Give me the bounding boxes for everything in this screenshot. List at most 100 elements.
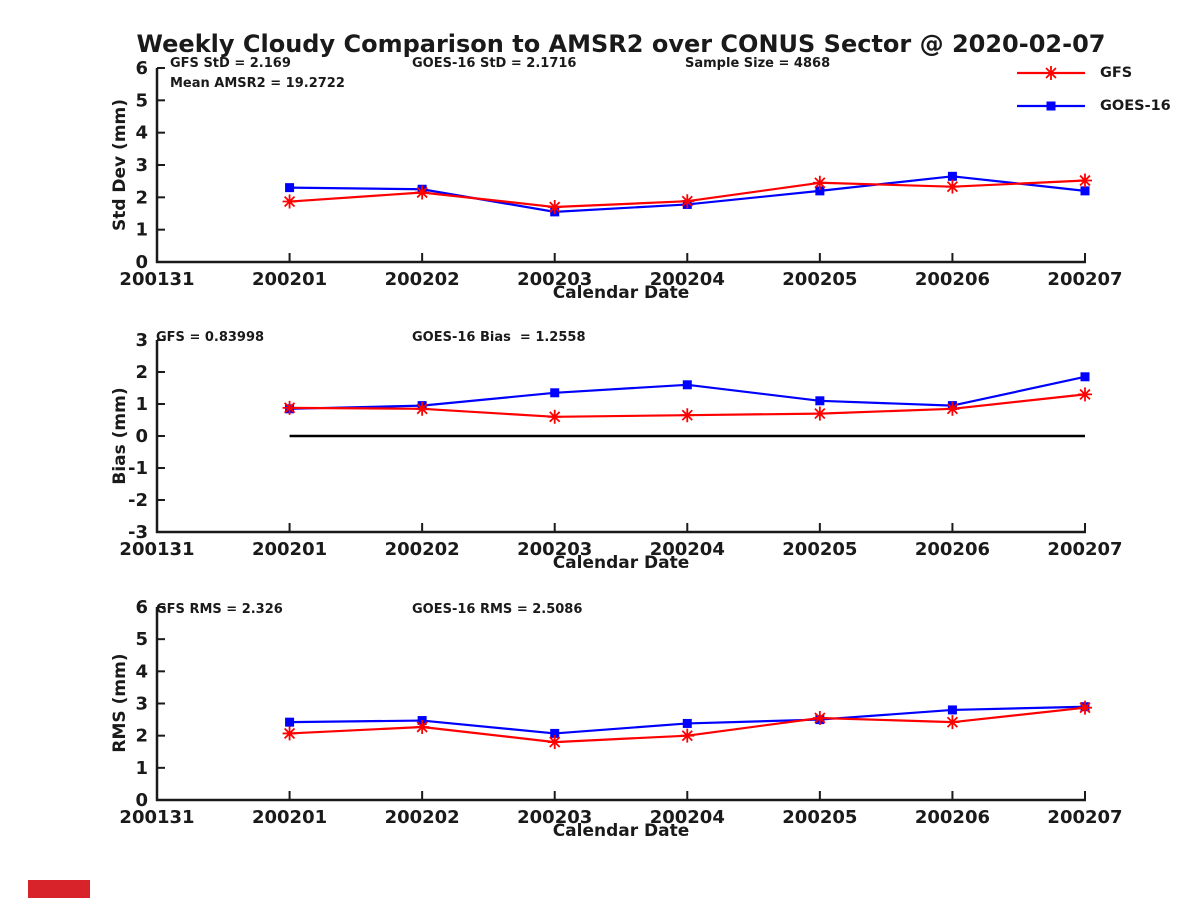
y-tick-label: -1	[128, 458, 148, 479]
x-axis-label-panel3: Calendar Date	[552, 821, 690, 841]
y-tick-label: 6	[135, 597, 148, 618]
asterisk-marker	[945, 715, 960, 730]
y-tick-label: 1	[135, 758, 148, 779]
y-tick-label: 2	[135, 362, 148, 383]
y-tick-label: 0	[135, 252, 148, 273]
y-tick-label: 1	[135, 394, 148, 415]
square-marker	[550, 388, 560, 398]
asterisk-marker	[812, 710, 827, 725]
asterisk-marker	[547, 735, 562, 750]
y-tick-label: 2	[135, 726, 148, 747]
square-marker	[1080, 186, 1090, 196]
y-tick-label: 3	[135, 155, 148, 176]
asterisk-marker	[415, 401, 430, 416]
square-marker	[682, 380, 692, 390]
asterisk-marker	[945, 179, 960, 194]
square-marker	[1046, 101, 1056, 111]
x-tick-label: 200205	[782, 539, 857, 560]
x-tick-label: 200206	[915, 269, 990, 290]
legend-entry-gfs: GFS	[1016, 65, 1132, 81]
x-tick-label: 200201	[252, 807, 327, 828]
y-axis-label-std-dev: Std Dev (mm)	[110, 98, 130, 232]
asterisk-marker	[547, 409, 562, 424]
asterisk-marker	[282, 194, 297, 209]
x-tick-label: 200202	[385, 269, 460, 290]
stat-gfs-bias: GFS = 0.83998	[156, 330, 265, 345]
x-tick-label: 200202	[385, 539, 460, 560]
y-tick-label: -2	[128, 490, 148, 511]
x-tick-label: 200131	[119, 807, 194, 828]
asterisk-marker	[680, 408, 695, 423]
stat-goes-bias: GOES-16 Bias = 1.2558	[412, 330, 586, 345]
x-tick-label: 200206	[915, 539, 990, 560]
legend-label-goes16: GOES-16	[1100, 98, 1171, 114]
stat-gfs-std: GFS StD = 2.169	[170, 56, 291, 71]
x-tick-label: 200207	[1047, 807, 1122, 828]
square-marker	[947, 705, 957, 715]
stat-goes-std: GOES-16 StD = 2.1716	[412, 56, 577, 71]
y-tick-label: 0	[135, 790, 148, 811]
x-tick-label: 200207	[1047, 539, 1122, 560]
square-marker	[550, 728, 560, 738]
legend-entry-goes16: GOES-16	[1016, 98, 1171, 114]
y-axis-label-bias: Bias (mm)	[110, 387, 130, 485]
y-tick-label: 5	[135, 629, 148, 650]
y-tick-label: 2	[135, 187, 148, 208]
gfs-line-asterisk-icon	[1017, 66, 1085, 80]
x-tick-label: 200201	[252, 269, 327, 290]
y-tick-label: 4	[135, 123, 148, 144]
asterisk-marker	[1044, 66, 1058, 80]
asterisk-marker	[282, 726, 297, 741]
red-watermark-box	[28, 880, 90, 898]
asterisk-marker	[945, 401, 960, 416]
asterisk-marker	[415, 719, 430, 734]
asterisk-marker	[415, 185, 430, 200]
x-tick-label: 200204	[650, 807, 725, 828]
x-axis-label-panel2: Calendar Date	[552, 553, 690, 573]
x-tick-label: 200203	[517, 539, 592, 560]
asterisk-marker	[1078, 700, 1092, 715]
y-tick-label: -3	[128, 522, 148, 543]
square-marker	[285, 183, 295, 193]
asterisk-marker	[812, 175, 827, 190]
asterisk-marker	[282, 400, 297, 415]
x-tick-label: 200205	[782, 807, 857, 828]
asterisk-marker	[1078, 173, 1092, 188]
y-axis-label-rms: RMS (mm)	[110, 653, 130, 753]
square-marker	[682, 718, 692, 728]
x-tick-label: 200205	[782, 269, 857, 290]
legend-label-gfs: GFS	[1100, 65, 1133, 81]
x-tick-label: 200203	[517, 807, 592, 828]
x-tick-label: 200201	[252, 539, 327, 560]
x-tick-label: 200131	[119, 539, 194, 560]
square-marker	[947, 171, 957, 181]
asterisk-marker	[547, 200, 562, 215]
asterisk-marker	[812, 406, 827, 421]
stat-gfs-rms: GFS RMS = 2.326	[156, 602, 283, 617]
x-axis-label-panel1: Calendar Date	[552, 283, 690, 303]
y-tick-label: 0	[135, 426, 148, 447]
y-tick-label: 4	[135, 661, 148, 682]
stat-goes-rms: GOES-16 RMS = 2.5086	[412, 602, 583, 617]
x-tick-label: 200206	[915, 807, 990, 828]
asterisk-marker	[1078, 387, 1092, 402]
y-tick-label: 5	[135, 90, 148, 111]
y-tick-label: 3	[135, 330, 148, 351]
x-tick-label: 200202	[385, 807, 460, 828]
x-tick-label: 200131	[119, 269, 194, 290]
figure-title: Weekly Cloudy Comparison to AMSR2 over C…	[136, 30, 1106, 58]
stat-sample-size: Sample Size = 4868	[685, 56, 831, 71]
x-tick-label: 200204	[650, 539, 725, 560]
asterisk-marker	[680, 194, 695, 209]
y-tick-label: 3	[135, 694, 148, 715]
asterisk-marker	[680, 728, 695, 743]
x-tick-label: 200207	[1047, 269, 1122, 290]
y-tick-label: 1	[135, 220, 148, 241]
stat-mean-amsr2: Mean AMSR2 = 19.2722	[170, 76, 345, 91]
square-marker	[815, 396, 825, 406]
square-marker	[285, 717, 295, 727]
x-tick-label: 200204	[650, 269, 725, 290]
square-marker	[815, 186, 825, 196]
